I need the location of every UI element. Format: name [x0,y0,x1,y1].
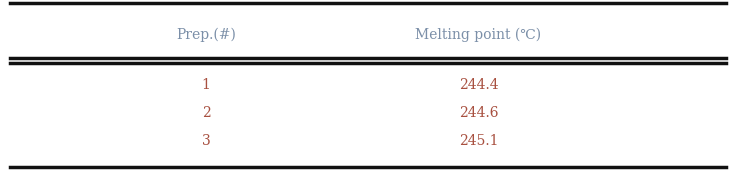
Text: 244.4: 244.4 [459,78,498,92]
Text: 1: 1 [202,78,210,92]
Text: 244.6: 244.6 [459,106,498,120]
Text: Prep.(#): Prep.(#) [176,28,236,42]
Text: 2: 2 [202,106,210,120]
Text: 3: 3 [202,134,210,148]
Text: 245.1: 245.1 [459,134,498,148]
Text: Melting point (℃): Melting point (℃) [415,28,542,42]
